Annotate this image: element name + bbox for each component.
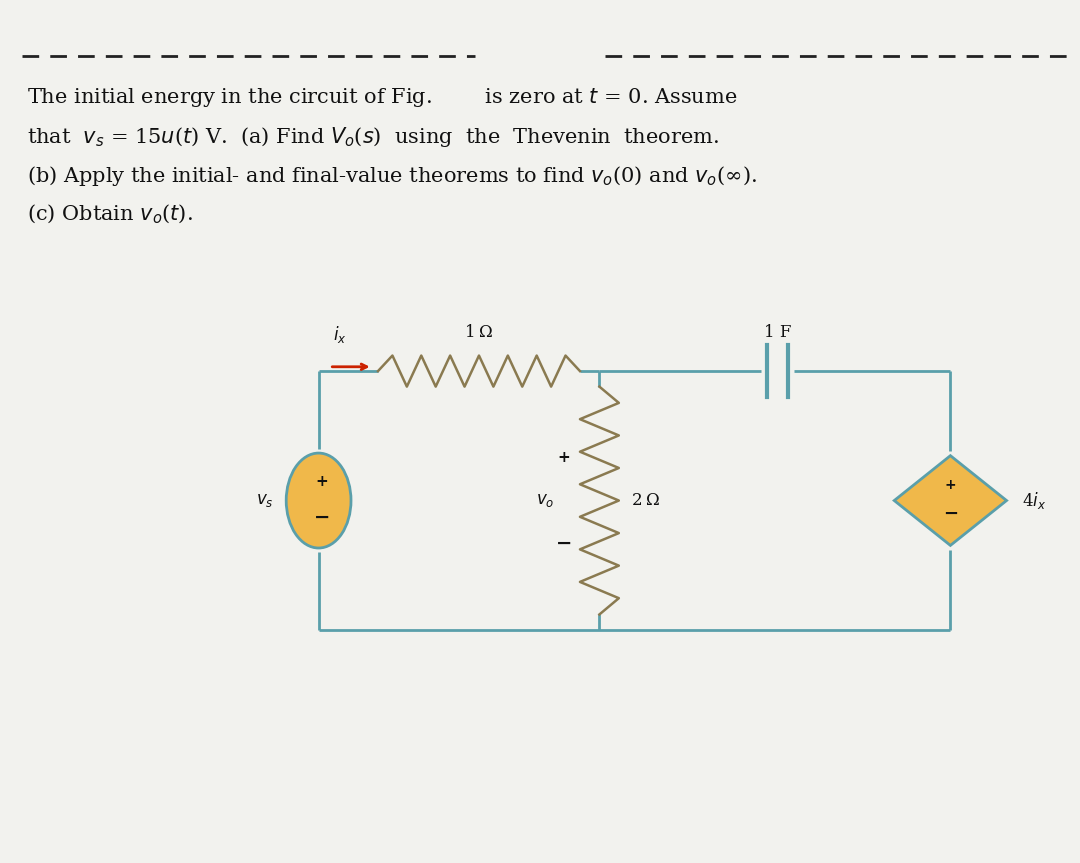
Text: +: + (315, 474, 328, 489)
Text: The initial energy in the circuit of Fig.        is zero at $t$ = 0. Assume: The initial energy in the circuit of Fig… (27, 86, 738, 110)
Text: $v_s$: $v_s$ (256, 492, 273, 509)
Text: −: − (555, 534, 572, 553)
Text: +: + (945, 478, 956, 492)
Text: $v_o$: $v_o$ (536, 492, 554, 509)
Ellipse shape (286, 453, 351, 548)
Text: +: + (557, 450, 570, 465)
Text: that  $v_s$ = 15$u$($t$) V.  (a) Find $V_o$($s$)  using  the  Thevenin  theorem.: that $v_s$ = 15$u$($t$) V. (a) Find $V_o… (27, 125, 719, 149)
Text: 4$i_x$: 4$i_x$ (1022, 490, 1045, 511)
Text: −: − (313, 508, 330, 527)
Text: 1 Ω: 1 Ω (465, 324, 492, 341)
Text: 1 F: 1 F (764, 324, 792, 341)
Text: −: − (943, 506, 958, 523)
Polygon shape (894, 456, 1007, 545)
Text: (b) Apply the initial- and final-value theorems to find $v_o$(0) and $v_o$(∞).: (b) Apply the initial- and final-value t… (27, 164, 757, 188)
Text: 2 Ω: 2 Ω (632, 492, 660, 509)
Text: (c) Obtain $v_o$($t$).: (c) Obtain $v_o$($t$). (27, 203, 193, 226)
Text: $i_x$: $i_x$ (334, 324, 347, 345)
